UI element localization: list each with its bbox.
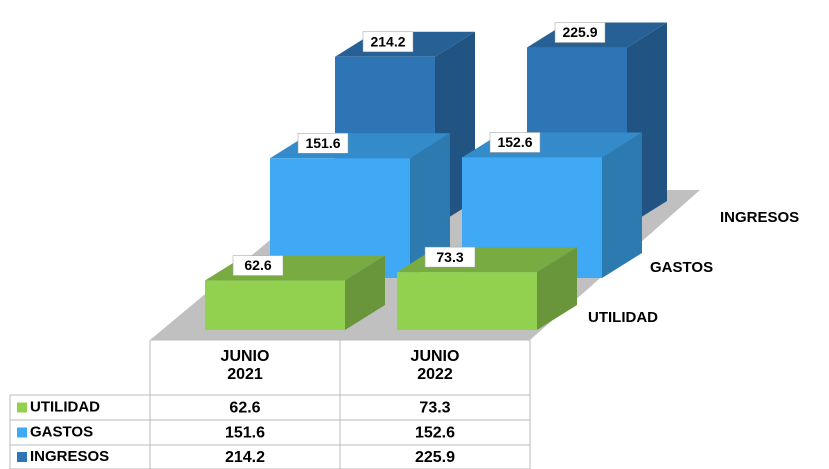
bar-front	[205, 280, 345, 330]
bar-side	[345, 255, 385, 330]
category-label: JUNIO 2021	[220, 348, 270, 383]
legend-label: GASTOS	[30, 423, 93, 440]
legend-label: UTILIDAD	[30, 398, 100, 415]
value-label: 152.6	[497, 134, 532, 150]
value-label: 62.6	[244, 257, 271, 273]
value-label: 214.2	[370, 33, 405, 49]
table-value: 214.2	[225, 449, 265, 466]
table-value: 73.3	[419, 400, 450, 417]
legend-swatch	[17, 427, 27, 438]
row-label: GASTOS	[650, 259, 713, 276]
legend-swatch	[17, 452, 27, 462]
value-label-box	[554, 22, 606, 43]
category-label: JUNIO 2022	[410, 348, 460, 383]
legend-swatch	[17, 402, 27, 413]
row-label: INGRESOS	[720, 209, 799, 226]
value-label-box	[489, 132, 541, 153]
bar	[397, 247, 577, 330]
table-value: 225.9	[415, 449, 455, 466]
bar-side	[410, 133, 450, 278]
table-value: 151.6	[225, 425, 265, 442]
bar	[205, 255, 385, 330]
bar-side	[602, 132, 642, 278]
value-label: 151.6	[305, 135, 340, 151]
table-value: 152.6	[415, 425, 455, 442]
bar-side	[537, 247, 577, 330]
value-label-box	[362, 31, 414, 53]
legend-label: INGRESOS	[30, 448, 109, 465]
value-label-box	[297, 132, 349, 154]
table-header: JUNIO 2021	[220, 348, 270, 383]
row-label: UTILIDAD	[588, 309, 658, 326]
value-label-box	[424, 246, 476, 268]
value-label-box	[232, 255, 284, 276]
table-value: 62.6	[229, 400, 260, 417]
table-header: JUNIO 2022	[410, 348, 460, 383]
value-label: 225.9	[562, 24, 597, 40]
value-label: 73.3	[436, 249, 463, 265]
bar-front	[397, 272, 537, 330]
